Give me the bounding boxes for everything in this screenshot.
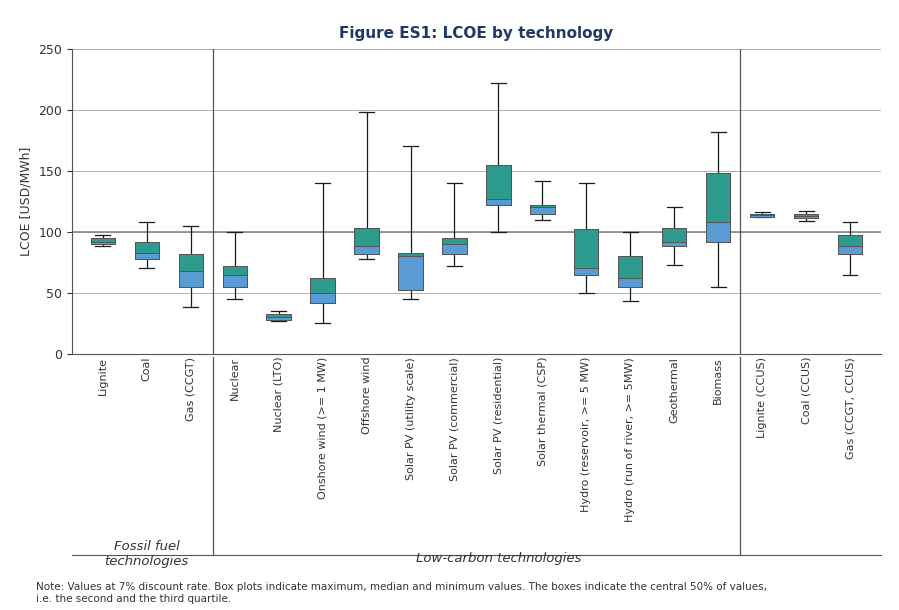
Bar <box>91 238 115 244</box>
Text: Coal: Coal <box>142 357 152 381</box>
Bar <box>223 266 246 274</box>
Text: Hydro (run of river, >= 5MW): Hydro (run of river, >= 5MW) <box>626 357 636 522</box>
Bar <box>794 214 818 218</box>
Bar <box>619 256 643 278</box>
Bar <box>574 268 599 274</box>
Bar <box>574 229 599 274</box>
Bar <box>442 238 467 244</box>
Bar <box>530 207 555 213</box>
Bar <box>838 246 862 254</box>
Bar <box>135 242 159 253</box>
Bar <box>266 314 290 317</box>
Bar <box>91 242 115 244</box>
Bar <box>135 253 159 259</box>
Bar <box>619 256 643 287</box>
Text: Coal (CCUS): Coal (CCUS) <box>801 357 811 425</box>
Text: Nuclear (LTO): Nuclear (LTO) <box>273 357 283 432</box>
Bar <box>486 199 511 205</box>
Text: Hydro (reservoir, >= 5 MW): Hydro (reservoir, >= 5 MW) <box>582 357 592 512</box>
Bar <box>310 278 334 293</box>
Bar <box>179 254 203 287</box>
Bar <box>486 165 511 199</box>
Bar <box>663 228 687 242</box>
Text: Onshore wind (>= 1 MW): Onshore wind (>= 1 MW) <box>317 357 327 499</box>
Text: Low-carbon technologies: Low-carbon technologies <box>415 552 581 565</box>
Text: Gas (CCGT): Gas (CCGT) <box>186 357 196 421</box>
Bar <box>707 222 730 242</box>
Text: Lignite (CCUS): Lignite (CCUS) <box>757 357 767 438</box>
Bar <box>266 317 290 320</box>
Text: Nuclear: Nuclear <box>229 357 240 400</box>
Bar <box>266 314 290 320</box>
Bar <box>310 278 334 303</box>
Bar <box>794 216 818 218</box>
Text: Gas (CCGT, CCUS): Gas (CCGT, CCUS) <box>845 357 855 459</box>
Text: Offshore wind: Offshore wind <box>361 357 371 434</box>
Bar <box>574 229 599 268</box>
Bar <box>310 293 334 303</box>
Bar <box>530 205 555 207</box>
Bar <box>838 235 862 254</box>
Bar <box>354 228 378 246</box>
Bar <box>354 246 378 254</box>
Bar <box>223 266 246 287</box>
Bar <box>354 228 378 254</box>
Bar <box>750 214 774 215</box>
Bar <box>750 215 774 217</box>
Text: Lignite: Lignite <box>98 357 108 395</box>
Bar <box>398 256 423 290</box>
Bar <box>179 254 203 271</box>
Bar <box>179 271 203 287</box>
Bar <box>530 205 555 213</box>
Text: Note: Values at 7% discount rate. Box plots indicate maximum, median and minimum: Note: Values at 7% discount rate. Box pl… <box>36 583 767 604</box>
Text: Solar thermal (CSP): Solar thermal (CSP) <box>538 357 547 467</box>
Bar <box>398 253 423 290</box>
Bar <box>663 242 687 246</box>
Bar <box>750 214 774 217</box>
Y-axis label: LCOE [USD/MWh]: LCOE [USD/MWh] <box>20 146 32 256</box>
Bar <box>838 235 862 246</box>
Bar <box>619 278 643 287</box>
Text: Fossil fuel
technologies: Fossil fuel technologies <box>104 540 189 568</box>
Bar <box>135 242 159 259</box>
Bar <box>663 228 687 246</box>
Bar <box>442 244 467 254</box>
Bar <box>794 214 818 216</box>
Bar <box>223 274 246 287</box>
Title: Figure ES1: LCOE by technology: Figure ES1: LCOE by technology <box>339 26 614 41</box>
Bar <box>486 165 511 205</box>
Text: Solar PV (utility scale): Solar PV (utility scale) <box>405 357 415 479</box>
Bar <box>707 173 730 242</box>
Bar <box>398 253 423 256</box>
Bar <box>442 238 467 254</box>
Text: Biomass: Biomass <box>713 357 724 404</box>
Bar <box>707 173 730 222</box>
Text: Geothermal: Geothermal <box>670 357 680 423</box>
Text: Solar PV (commercial): Solar PV (commercial) <box>450 357 459 481</box>
Text: Solar PV (residential): Solar PV (residential) <box>494 357 503 474</box>
Bar <box>91 238 115 242</box>
